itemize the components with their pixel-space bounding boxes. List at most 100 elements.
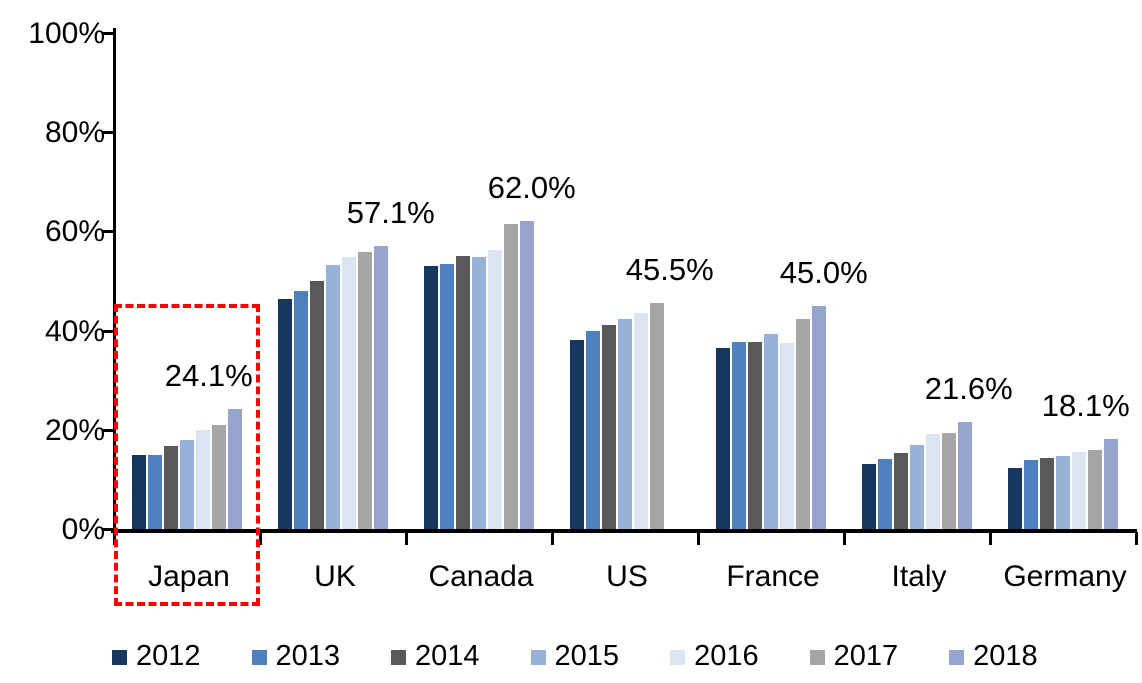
x-tick-1	[259, 532, 262, 545]
bar-italy-2017[interactable]	[942, 433, 956, 529]
bar-canada-2012[interactable]	[424, 265, 438, 529]
bar-japan-2015[interactable]	[180, 439, 194, 529]
x-axis-line	[111, 529, 1137, 533]
bar-uk-2012[interactable]	[278, 299, 292, 529]
bar-italy-2013[interactable]	[878, 459, 892, 529]
bar-japan-2016[interactable]	[196, 430, 210, 529]
legend-item-2014[interactable]: 2014	[391, 642, 480, 671]
data-label-japan: 24.1%	[164, 358, 253, 394]
bar-group-japan: 24.1%	[116, 33, 262, 529]
y-tick-40	[102, 329, 113, 333]
bar-us-2015[interactable]	[618, 319, 632, 529]
legend-swatch-2015	[530, 650, 546, 665]
legend-swatch-2014	[391, 650, 407, 665]
data-label-uk: 57.1%	[346, 194, 435, 230]
bar-japan-2012[interactable]	[132, 455, 146, 529]
bar-canada-2017[interactable]	[504, 223, 518, 529]
category-label-japan: Japan	[148, 560, 230, 593]
category-label-uk: UK	[314, 560, 356, 593]
bar-uk-2013[interactable]	[294, 291, 308, 529]
y-tick-60	[102, 230, 113, 234]
bar-japan-2013[interactable]	[148, 454, 162, 529]
legend-label-2013: 2013	[275, 640, 341, 672]
category-label-canada: Canada	[428, 560, 534, 593]
bar-canada-2016[interactable]	[488, 249, 502, 529]
bar-germany-2018[interactable]	[1104, 439, 1118, 529]
bar-france-2018[interactable]	[812, 305, 826, 529]
legend-swatch-2017	[809, 650, 825, 665]
bar-italy-2018[interactable]	[958, 421, 972, 529]
category-label-us: US	[606, 560, 648, 593]
legend: 2012 2013 2014 2015 2016 2017 2018	[112, 642, 1038, 671]
bar-group-us: 45.5%	[554, 33, 714, 529]
legend-item-2018[interactable]: 2018	[949, 642, 1038, 671]
bar-italy-2014[interactable]	[894, 452, 908, 529]
bar-germany-2014[interactable]	[1040, 457, 1054, 529]
bar-us-2016[interactable]	[634, 312, 648, 529]
plot-area: 24.1% 57.1% 62.0% 45.5% 45.0% 21.6% 18.1%	[116, 33, 1138, 529]
data-label-italy: 21.6%	[924, 370, 1013, 406]
y-tick-label-80: 80%	[44, 116, 105, 150]
bar-germany-2017[interactable]	[1088, 449, 1102, 529]
bar-canada-2018[interactable]	[520, 221, 534, 529]
bar-group-germany: 18.1%	[992, 33, 1138, 529]
x-tick-0	[113, 532, 116, 545]
bar-italy-2012[interactable]	[862, 463, 876, 529]
x-tick-4	[697, 532, 700, 545]
x-tick-5	[843, 532, 846, 545]
bar-group-france: 45.0%	[700, 33, 868, 529]
legend-label-2014: 2014	[415, 640, 480, 672]
data-label-us: 45.5%	[625, 252, 714, 288]
y-tick-label-60: 60%	[44, 215, 105, 249]
data-label-germany: 18.1%	[1041, 388, 1130, 424]
bar-japan-2014[interactable]	[164, 446, 178, 529]
legend-label-2012: 2012	[136, 640, 201, 672]
bar-us-2014[interactable]	[602, 325, 616, 529]
legend-swatch-2018	[949, 650, 965, 665]
bar-france-2017[interactable]	[796, 318, 810, 529]
bar-uk-2017[interactable]	[358, 251, 372, 529]
x-tick-3	[551, 532, 554, 545]
bar-uk-2016[interactable]	[342, 256, 356, 529]
bar-uk-2015[interactable]	[326, 264, 340, 529]
bar-us-2012[interactable]	[570, 339, 584, 529]
bar-germany-2012[interactable]	[1008, 467, 1022, 529]
bar-uk-2014[interactable]	[310, 281, 324, 529]
bar-france-2015[interactable]	[764, 333, 778, 529]
legend-item-2017[interactable]: 2017	[809, 640, 899, 672]
legend-item-2015[interactable]: 2015	[530, 642, 619, 671]
x-tick-7	[1135, 532, 1138, 545]
legend-swatch-2016	[670, 650, 686, 665]
bar-france-2016[interactable]	[780, 343, 794, 529]
bar-italy-2015[interactable]	[910, 444, 924, 529]
data-label-canada: 62.0%	[487, 170, 576, 206]
y-tick-80	[102, 131, 113, 135]
bar-us-2017[interactable]	[650, 303, 664, 529]
legend-label-2017: 2017	[833, 640, 899, 672]
bar-uk-2018[interactable]	[374, 245, 388, 529]
bar-canada-2014[interactable]	[456, 255, 470, 529]
legend-label-2016: 2016	[694, 640, 759, 672]
bar-germany-2013[interactable]	[1024, 460, 1038, 529]
data-label-france: 45.0%	[779, 254, 868, 290]
bar-germany-2016[interactable]	[1072, 452, 1086, 529]
bar-japan-2018[interactable]	[228, 409, 242, 529]
category-label-italy: Italy	[891, 560, 947, 593]
bar-italy-2016[interactable]	[926, 434, 940, 529]
bar-germany-2015[interactable]	[1056, 456, 1070, 529]
legend-item-2013[interactable]: 2013	[251, 640, 341, 672]
bar-us-2013[interactable]	[586, 331, 600, 529]
category-label-germany: Germany	[1003, 560, 1127, 593]
bar-canada-2015[interactable]	[472, 256, 486, 529]
category-axis-labels: Japan UK Canada US France Italy Germany	[116, 560, 1138, 593]
bar-japan-2017[interactable]	[212, 424, 226, 529]
bar-group-uk: 57.1%	[262, 33, 435, 529]
bar-france-2014[interactable]	[748, 342, 762, 529]
bar-canada-2013[interactable]	[440, 263, 454, 529]
bar-france-2012[interactable]	[716, 347, 730, 529]
bar-france-2013[interactable]	[732, 341, 746, 529]
category-label-france: France	[726, 560, 820, 593]
legend-item-2012[interactable]: 2012	[112, 642, 201, 671]
legend-item-2016[interactable]: 2016	[670, 642, 759, 671]
x-tick-2	[405, 532, 408, 545]
